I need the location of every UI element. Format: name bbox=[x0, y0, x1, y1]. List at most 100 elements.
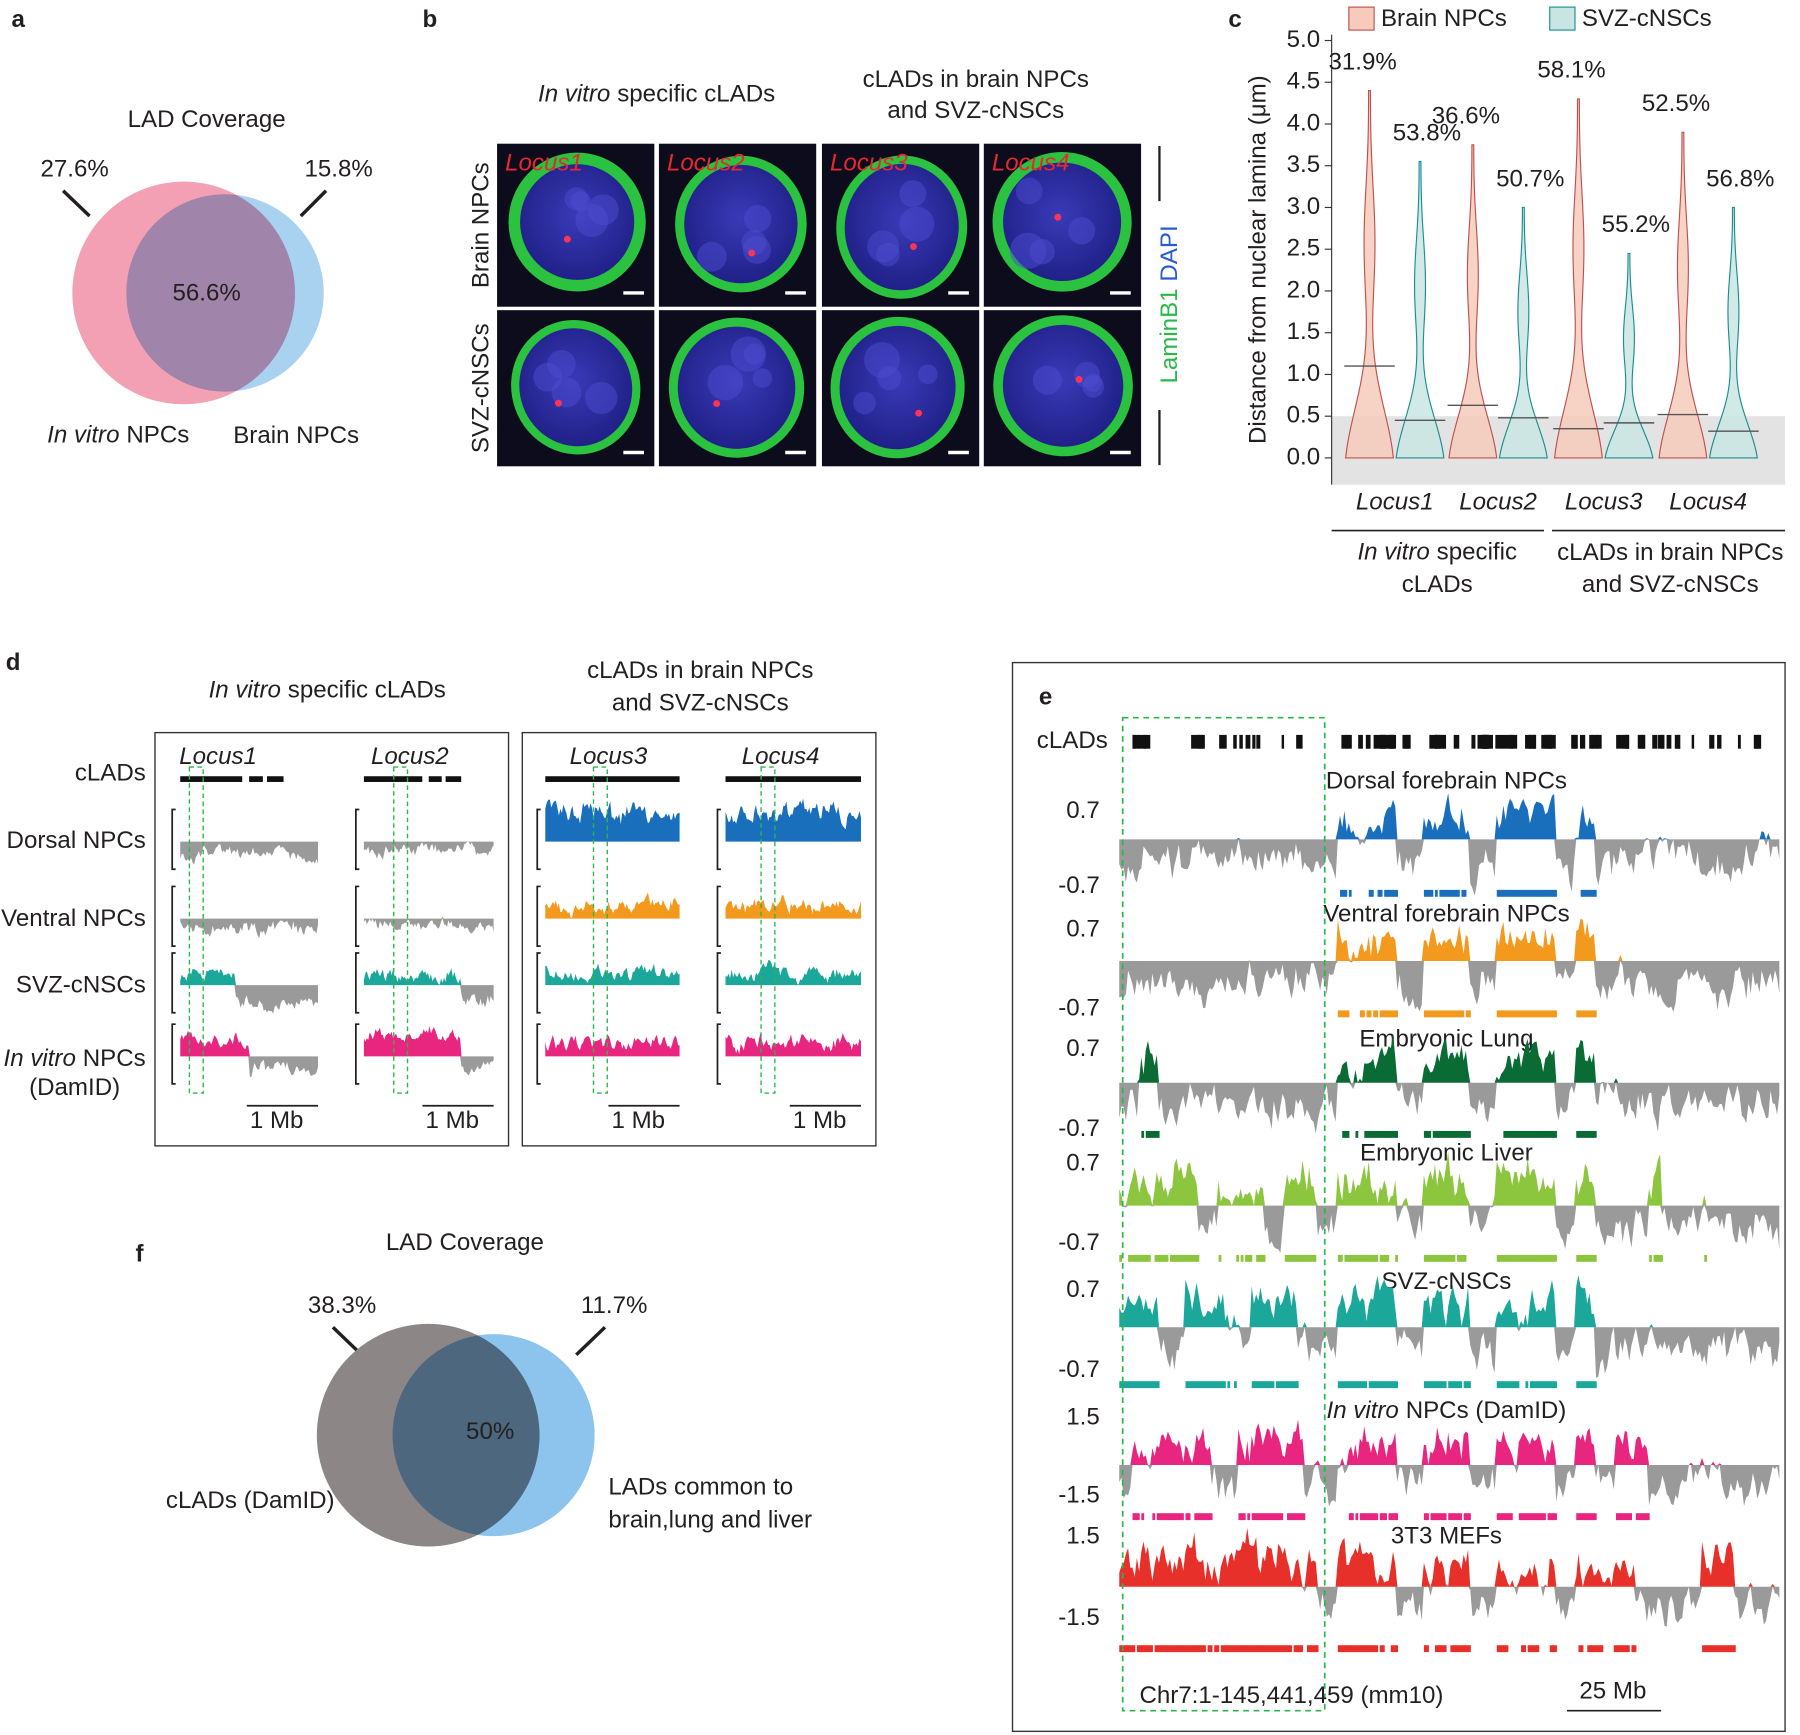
lad-call bbox=[1176, 1513, 1180, 1521]
lad-call bbox=[1346, 1010, 1350, 1018]
venn-title: LAD Coverage bbox=[128, 106, 286, 133]
lad-call bbox=[1373, 1513, 1376, 1521]
lad-call bbox=[1501, 1254, 1504, 1262]
lad-call bbox=[1465, 1010, 1469, 1018]
lad-call bbox=[1441, 1010, 1445, 1018]
lad-call bbox=[1503, 1645, 1507, 1653]
lad-call bbox=[1223, 1645, 1226, 1653]
clad-tick bbox=[1495, 734, 1504, 749]
lad-call bbox=[1501, 1645, 1504, 1653]
lad-call bbox=[1163, 1254, 1167, 1262]
lad-call bbox=[1344, 1645, 1348, 1653]
track-signal-negative bbox=[1119, 1327, 1780, 1378]
clad-tick bbox=[1233, 734, 1237, 749]
lad-call bbox=[1302, 1513, 1306, 1521]
group-label: and SVZ-cNSCs bbox=[1582, 571, 1759, 598]
chromatin bbox=[696, 241, 727, 272]
lad-call bbox=[1428, 1254, 1432, 1262]
venn-set-label: Brain NPCs bbox=[233, 422, 359, 449]
lad-call bbox=[1450, 1381, 1454, 1389]
lad-call bbox=[1534, 1130, 1538, 1138]
lad-call bbox=[1348, 889, 1352, 897]
lad-call bbox=[1717, 1645, 1721, 1653]
lad-call bbox=[1194, 1513, 1198, 1521]
lad-call bbox=[1170, 1513, 1173, 1521]
lad-call bbox=[1379, 1381, 1383, 1389]
lad-call bbox=[1271, 1381, 1275, 1389]
lad-call bbox=[1139, 1381, 1142, 1389]
lad-call bbox=[1525, 1130, 1529, 1138]
lad-call bbox=[1377, 1381, 1381, 1389]
clad-tick bbox=[1481, 734, 1490, 749]
track-signal-negative bbox=[180, 985, 318, 1014]
lad-call bbox=[1715, 1645, 1719, 1653]
chromatin bbox=[899, 206, 935, 242]
lad-call bbox=[1273, 1513, 1277, 1521]
lad-call bbox=[1189, 1254, 1193, 1262]
lad-call bbox=[1187, 1513, 1191, 1521]
track-signal-negative bbox=[1119, 1082, 1780, 1134]
lad-call bbox=[1516, 889, 1520, 897]
lad-call bbox=[1340, 889, 1343, 897]
nucleus bbox=[675, 155, 807, 293]
lad-call bbox=[1134, 1513, 1138, 1521]
lad-call bbox=[1282, 1381, 1286, 1389]
lad-call bbox=[1247, 1254, 1251, 1262]
lad-call bbox=[1578, 1513, 1582, 1521]
lad-call bbox=[1443, 889, 1447, 897]
venn-set-label-part: In vitro bbox=[47, 422, 119, 449]
lad-call bbox=[1181, 1645, 1184, 1653]
scale-label: 1.5 bbox=[1066, 1523, 1100, 1550]
lad-call bbox=[1523, 1645, 1527, 1653]
lad-call bbox=[1518, 1010, 1522, 1018]
lad-call bbox=[1150, 1645, 1153, 1653]
lad-call bbox=[1434, 1254, 1438, 1262]
lad-call bbox=[1185, 1513, 1189, 1521]
clad-tick bbox=[1191, 734, 1200, 749]
lad-call bbox=[1362, 1010, 1365, 1018]
lad-call bbox=[1313, 1254, 1317, 1262]
clad-bar bbox=[180, 776, 243, 782]
lad-call bbox=[1613, 1645, 1617, 1653]
lad-call bbox=[1437, 1381, 1440, 1389]
lad-call bbox=[1253, 1513, 1257, 1521]
lad-call bbox=[1448, 1381, 1451, 1389]
lad-call bbox=[1136, 1645, 1140, 1653]
lad-call bbox=[1430, 1254, 1434, 1262]
lad-call bbox=[1295, 1645, 1299, 1653]
lad-call bbox=[1145, 1254, 1149, 1262]
lad-call bbox=[1439, 1254, 1443, 1262]
lad-call bbox=[1496, 1645, 1500, 1653]
lad-call bbox=[1174, 1254, 1178, 1262]
lad-call bbox=[1306, 1645, 1310, 1653]
locus-label: Locus4 bbox=[992, 150, 1070, 177]
lad-call bbox=[1660, 1254, 1663, 1262]
lad-call bbox=[1540, 1130, 1544, 1138]
lad-call bbox=[1521, 1010, 1524, 1018]
lad-call bbox=[1591, 1513, 1595, 1521]
lad-call bbox=[1450, 1010, 1454, 1018]
lad-call bbox=[1375, 1513, 1379, 1521]
track-signal-positive bbox=[1119, 1034, 1780, 1083]
bracket bbox=[171, 808, 176, 871]
lad-call bbox=[1545, 1381, 1549, 1389]
clad-tick bbox=[1709, 734, 1715, 749]
lad-call bbox=[1441, 1254, 1445, 1262]
lad-call bbox=[1591, 1381, 1595, 1389]
lad-call bbox=[1543, 1010, 1546, 1018]
track-signal-negative bbox=[180, 1056, 318, 1077]
clad-tick bbox=[1717, 734, 1722, 749]
lad-call bbox=[1234, 1645, 1237, 1653]
lad-call bbox=[1196, 1381, 1200, 1389]
bracket bbox=[536, 1023, 541, 1085]
track-signal-positive bbox=[1119, 793, 1780, 840]
lad-call bbox=[1309, 1254, 1312, 1262]
lad-call bbox=[1423, 1513, 1427, 1521]
legend-swatch bbox=[1549, 6, 1576, 31]
column-header-part: In vitro bbox=[209, 677, 281, 704]
track-label: cLADs bbox=[1037, 727, 1108, 754]
lad-call bbox=[1132, 1254, 1136, 1262]
percent-label: 31.9% bbox=[1328, 48, 1396, 75]
lad-call bbox=[1381, 1254, 1385, 1262]
lad-call bbox=[1536, 889, 1540, 897]
